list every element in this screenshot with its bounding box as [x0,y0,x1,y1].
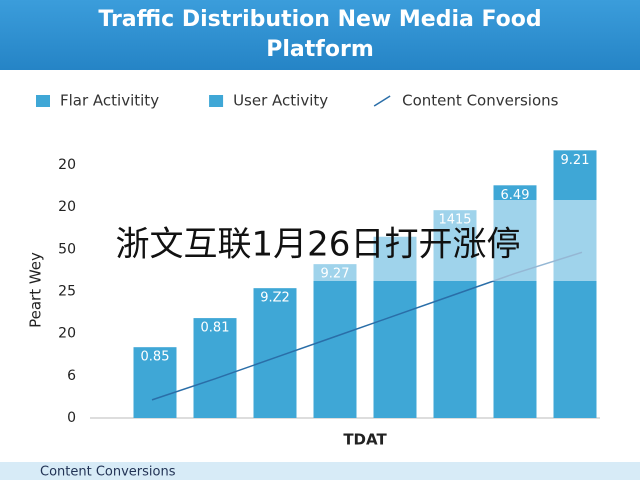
bar-label: 6.49 [501,188,530,203]
overlay-band [90,200,600,281]
y-tick-label: 25 [58,284,76,300]
legend-swatch [209,95,224,107]
overlay-text: 浙文互联1月26日打开涨停 [116,225,521,265]
header [0,0,640,70]
bar-label: 0.81 [201,321,230,336]
bar [193,318,237,418]
bar-label: 9.21 [561,153,590,168]
y-tick-label: 6 [67,368,76,384]
footer: Content Conversions [40,465,176,480]
bar-label: 9.Z2 [260,291,290,306]
footer-bar [0,462,640,480]
x-axis-label: TDAT [343,431,387,449]
y-tick-label: 20 [58,199,76,215]
chart-title: Traffic Distribution New Media Food [98,7,541,32]
chart-title: Platform [266,37,374,62]
legend-swatch [373,95,391,107]
legend-swatch [36,95,50,107]
legend-label: User Activity [233,92,328,110]
bar [133,347,177,418]
overlay: 浙文互联1月26日打开涨停 [90,200,600,281]
bar [553,150,597,419]
y-tick-label: 0 [67,410,76,426]
bar-label: 0.85 [141,350,170,365]
legend-label: Content Conversions [402,92,559,110]
y-axis-label: Peart Wey [27,252,45,328]
y-tick-label: 20 [58,157,76,173]
bar [313,264,357,418]
y-tick-label: 20 [58,326,76,342]
y-tick-label: 50 [58,241,76,257]
legend-label: Flar Activitity [60,92,159,110]
